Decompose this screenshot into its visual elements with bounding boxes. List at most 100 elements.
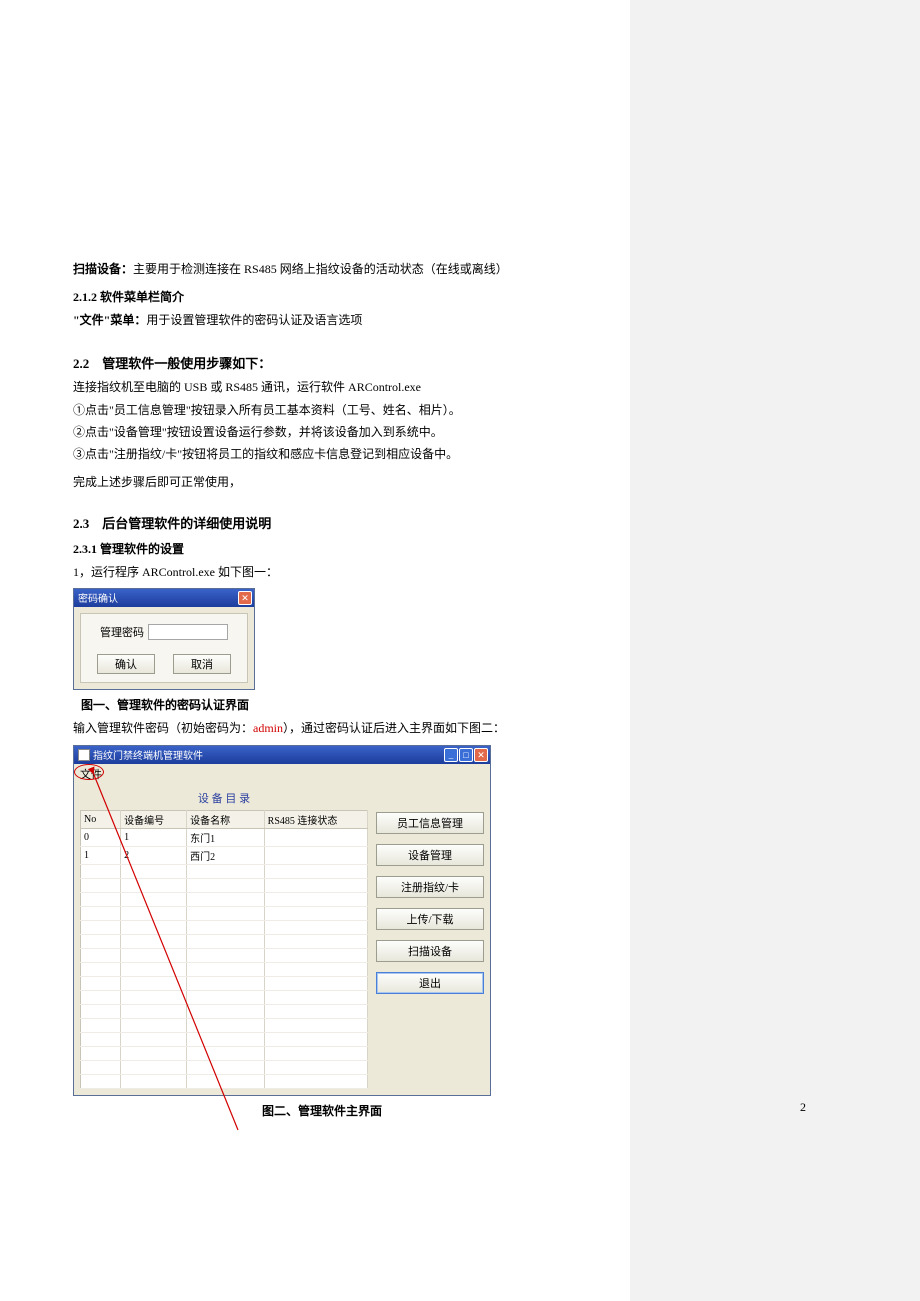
device-table: No设备编号设备名称RS485 连接状态 01东门112西门2: [80, 810, 368, 1089]
table-cell: [121, 1074, 187, 1088]
document-content: 扫描设备：主要用于检测连接在 RS485 网络上指纹设备的活动状态（在线或离线）…: [73, 258, 588, 1119]
table-cell: [121, 934, 187, 948]
table-cell: [264, 828, 367, 846]
close-icon[interactable]: ✕: [474, 748, 488, 762]
table-cell: [187, 878, 264, 892]
figure-2-caption-text: 图二、管理软件主界面: [262, 1102, 382, 1119]
table-cell: [187, 1018, 264, 1032]
action-button[interactable]: 退出: [376, 972, 484, 994]
table-cell: [121, 962, 187, 976]
fig2-menubar: 文件: [74, 764, 490, 784]
table-cell: [81, 934, 121, 948]
table-row[interactable]: 12西门2: [81, 846, 368, 864]
table-cell: [264, 906, 367, 920]
fig2-body: 设 备 目 录 No设备编号设备名称RS485 连接状态 01东门112西门2 …: [74, 784, 490, 1095]
table-cell: [187, 1004, 264, 1018]
table-cell: [81, 948, 121, 962]
page: 扫描设备：主要用于检测连接在 RS485 网络上指纹设备的活动状态（在线或离线）…: [0, 0, 920, 1301]
figure-2-main-window: 指纹门禁终端机管理软件 _ □ ✕ 文件 设 备 目 录 No设备编号设备名称R…: [73, 745, 491, 1096]
action-button[interactable]: 设备管理: [376, 844, 484, 866]
table-cell: [187, 1060, 264, 1074]
page-number: 2: [800, 1100, 806, 1115]
table-cell: [81, 906, 121, 920]
table-cell: [121, 976, 187, 990]
step-2: ②点击"设备管理"按钮设置设备运行参数，并将该设备加入到系统中。: [73, 421, 588, 443]
table-cell: [81, 976, 121, 990]
table-cell: [187, 892, 264, 906]
fig2-left-panel: 设 备 目 录 No设备编号设备名称RS485 连接状态 01东门112西门2: [80, 788, 368, 1089]
table-column-header: 设备名称: [187, 810, 264, 828]
table-cell: [121, 878, 187, 892]
cancel-button[interactable]: 取消: [173, 654, 231, 674]
table-cell: [264, 990, 367, 1004]
fig1-title: 密码确认: [78, 590, 118, 605]
window-controls: _ □ ✕: [444, 748, 488, 762]
table-cell: [187, 962, 264, 976]
table-cell: [264, 934, 367, 948]
table-row: [81, 990, 368, 1004]
table-body: 01东门112西门2: [81, 828, 368, 1088]
heading-2-2: 2.2 管理软件一般使用步骤如下：: [73, 353, 588, 372]
action-button[interactable]: 上传/下载: [376, 908, 484, 930]
table-row: [81, 920, 368, 934]
table-cell: [81, 1074, 121, 1088]
action-button[interactable]: 注册指纹/卡: [376, 876, 484, 898]
table-row: [81, 1032, 368, 1046]
table-cell: [187, 948, 264, 962]
fig2-title-wrap: 指纹门禁终端机管理软件: [78, 747, 203, 762]
table-cell: [81, 864, 121, 878]
table-cell: [81, 1018, 121, 1032]
table-row: [81, 864, 368, 878]
maximize-icon[interactable]: □: [459, 748, 473, 762]
table-cell: [121, 906, 187, 920]
table-cell: [264, 1046, 367, 1060]
file-menu-label: "文件"菜单：: [73, 313, 146, 327]
table-cell: [187, 976, 264, 990]
table-cell: [81, 1004, 121, 1018]
figure-1-password-dialog: 密码确认 ✕ 管理密码 确认 取消: [73, 588, 255, 690]
run-program-line: 1，运行程序 ARControl.exe 如下图一：: [73, 561, 588, 583]
table-row: [81, 1074, 368, 1088]
action-button[interactable]: 员工信息管理: [376, 812, 484, 834]
fig1-titlebar: 密码确认 ✕: [74, 589, 254, 607]
table-cell: [264, 1060, 367, 1074]
table-cell: [264, 1074, 367, 1088]
minimize-icon[interactable]: _: [444, 748, 458, 762]
table-cell: [81, 962, 121, 976]
close-icon[interactable]: ✕: [238, 591, 252, 605]
table-row[interactable]: 01东门1: [81, 828, 368, 846]
figure-2-caption: 图二、管理软件主界面: [73, 1102, 491, 1119]
table-row: [81, 948, 368, 962]
table-cell: 0: [81, 828, 121, 846]
step-3: ③点击"注册指纹/卡"按钮将员工的指纹和感应卡信息登记到相应设备中。: [73, 443, 588, 465]
table-cell: [121, 920, 187, 934]
table-row: [81, 906, 368, 920]
app-icon: [78, 749, 90, 761]
figure-1-caption: 图一、管理软件的密码认证界面: [81, 696, 588, 713]
table-cell: [81, 1032, 121, 1046]
file-menu-desc: 用于设置管理软件的密码认证及语言选项: [146, 313, 362, 327]
table-cell: [121, 990, 187, 1004]
table-cell: [187, 990, 264, 1004]
scan-device-label: 扫描设备：: [73, 262, 133, 276]
table-cell: [264, 1004, 367, 1018]
table-cell: [187, 906, 264, 920]
fig2-right-panel: 员工信息管理设备管理注册指纹/卡上传/下载扫描设备退出: [376, 788, 484, 1089]
table-row: [81, 934, 368, 948]
file-menu-line: "文件"菜单：用于设置管理软件的密码认证及语言选项: [73, 309, 588, 331]
table-row: [81, 892, 368, 906]
heading-2-3: 2.3 后台管理软件的详细使用说明: [73, 513, 588, 532]
scan-device-line: 扫描设备：主要用于检测连接在 RS485 网络上指纹设备的活动状态（在线或离线）: [73, 258, 588, 280]
table-cell: [121, 1032, 187, 1046]
action-button[interactable]: 扫描设备: [376, 940, 484, 962]
table-cell: [81, 878, 121, 892]
password-input[interactable]: [148, 624, 228, 640]
ok-button[interactable]: 确认: [97, 654, 155, 674]
menu-file[interactable]: 文件: [78, 766, 104, 782]
table-cell: [81, 920, 121, 934]
steps-done: 完成上述步骤后即可正常使用，: [73, 471, 588, 493]
table-cell: [187, 1074, 264, 1088]
table-row: [81, 1060, 368, 1074]
enter-password-line: 输入管理软件密码（初始密码为：admin），通过密码认证后进入主界面如下图二：: [73, 717, 588, 739]
table-cell: [264, 864, 367, 878]
